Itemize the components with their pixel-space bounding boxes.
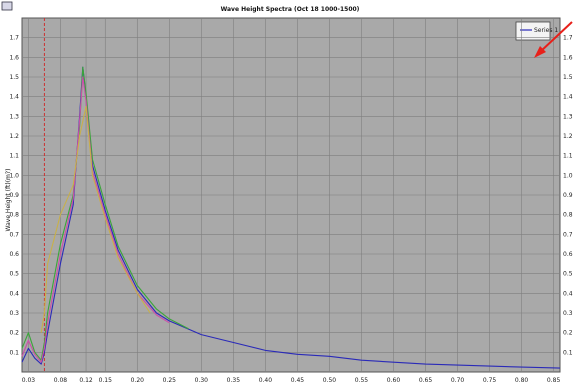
series-line-3 bbox=[21, 76, 170, 363]
x-tick-label: 0.08 bbox=[54, 377, 68, 384]
y2-tick-label: 1.0 bbox=[563, 172, 573, 179]
x-tick-label: 0.80 bbox=[515, 377, 529, 384]
y-tick-label: 1.3 bbox=[9, 113, 19, 120]
x-tick-label: 0.45 bbox=[291, 377, 305, 384]
annotation-arrow bbox=[534, 21, 573, 58]
y-tick-label: 0.8 bbox=[9, 212, 19, 219]
y-tick-labels: 0.1 0.1 0.2 0.2 0.3 0.3 0.4 0.4 0.5 0.5 0.6 0.6 0.7 0… bbox=[9, 35, 572, 357]
window-icon[interactable] bbox=[1, 1, 13, 11]
y2-tick-label: 1.1 bbox=[563, 153, 573, 160]
x-tick-label: 0.03 bbox=[22, 377, 36, 384]
x-tick-label: 0.12 bbox=[79, 377, 93, 384]
y2-tick-label: 1.5 bbox=[563, 74, 573, 81]
x-tick-label: 0.60 bbox=[387, 377, 401, 384]
y-tick-label: 1.2 bbox=[9, 133, 19, 140]
y2-tick-label: 1.2 bbox=[563, 133, 573, 140]
x-tick-label: 0.30 bbox=[195, 377, 209, 384]
x-tick-label: 0.20 bbox=[131, 377, 145, 384]
legend-entry: Series 1 bbox=[534, 27, 558, 34]
grid-lines bbox=[22, 18, 560, 372]
y-tick-label: 0.6 bbox=[9, 251, 19, 258]
x-tick-label: 0.70 bbox=[451, 377, 465, 384]
y2-tick-label: 0.5 bbox=[563, 271, 573, 278]
x-tick-label: 0.15 bbox=[99, 377, 113, 384]
series-line-1 bbox=[21, 66, 561, 369]
y-tick-label: 1.0 bbox=[9, 172, 19, 179]
y2-tick-label: 0.4 bbox=[563, 290, 573, 297]
chart-title: Wave Height Spectra (Oct 18 1000-1500) bbox=[221, 6, 360, 13]
x-tick-label: 0.50 bbox=[323, 377, 337, 384]
x-tick-label: 0.75 bbox=[483, 377, 497, 384]
y-tick-label: 0.7 bbox=[9, 231, 19, 238]
y-tick-label: 0.5 bbox=[9, 271, 19, 278]
x-tick-label: 0.55 bbox=[355, 377, 369, 384]
y2-tick-label: 0.3 bbox=[563, 310, 573, 317]
y2-tick-label: 1.3 bbox=[563, 113, 573, 120]
y2-tick-label: 0.7 bbox=[563, 231, 573, 238]
y-tick-label: 0.1 bbox=[9, 349, 19, 356]
y2-tick-label: 1.4 bbox=[563, 94, 573, 101]
app-icon[interactable] bbox=[1, 1, 13, 11]
x-tick-labels: 0.03 0.08 0.12 0.15 0.20 0.25 0.30 0.35 0.40 0.45… bbox=[22, 377, 561, 384]
legend: Series 1 bbox=[515, 21, 558, 41]
y-tick-label: 0.9 bbox=[9, 192, 19, 199]
x-tick-label: 0.35 bbox=[227, 377, 241, 384]
y2-tick-label: 1.6 bbox=[563, 54, 573, 61]
y2-tick-label: 0.9 bbox=[563, 192, 573, 199]
series-lines bbox=[21, 66, 561, 369]
legend-box bbox=[515, 21, 551, 41]
y-tick-label: 0.4 bbox=[9, 290, 19, 297]
y-tick-label: 1.6 bbox=[9, 54, 19, 61]
y-tick-label: 1.5 bbox=[9, 74, 19, 81]
y2-tick-label: 1.7 bbox=[563, 35, 573, 42]
y-tick-label: 0.2 bbox=[9, 330, 19, 337]
y2-tick-label: 0.1 bbox=[563, 349, 573, 356]
x-tick-label: 0.25 bbox=[163, 377, 177, 384]
x-tick-label: 0.65 bbox=[419, 377, 433, 384]
y-axis-label: Wave Height (ft)(m?) bbox=[5, 169, 12, 232]
y-tick-label: 1.1 bbox=[9, 153, 19, 160]
series-line-4 bbox=[40, 105, 151, 333]
y-tick-label: 1.4 bbox=[9, 94, 19, 101]
x-tick-label: 0.85 bbox=[547, 377, 561, 384]
y-tick-label: 0.3 bbox=[9, 310, 19, 317]
y-tick-label: 1.7 bbox=[9, 35, 19, 42]
x-tick-label: 0.40 bbox=[259, 377, 273, 384]
y2-tick-label: 0.2 bbox=[563, 330, 573, 337]
arrow-head bbox=[534, 46, 546, 58]
y2-tick-label: 0.8 bbox=[563, 212, 573, 219]
arrow-shaft bbox=[539, 21, 573, 53]
y2-tick-label: 0.6 bbox=[563, 251, 573, 258]
